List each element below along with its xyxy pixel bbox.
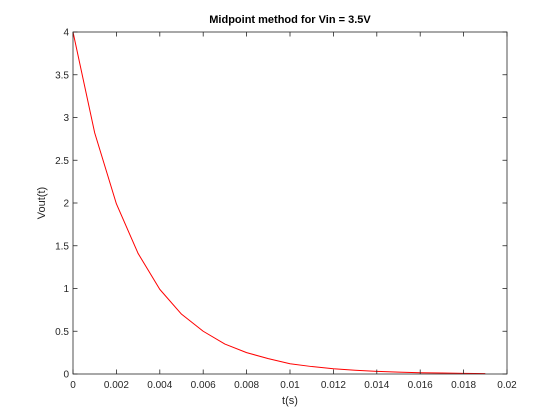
x-tick-label: 0.012 xyxy=(321,380,346,391)
y-tick-label: 4 xyxy=(63,28,69,39)
y-tick-label: 2 xyxy=(63,199,69,210)
x-tick-label: 0.002 xyxy=(104,380,129,391)
y-tick-label: 1.5 xyxy=(55,241,69,252)
y-axis-label: Vout(t) xyxy=(36,187,48,219)
chart-title: Midpoint method for Vin = 3.5V xyxy=(209,14,371,26)
x-tick-label: 0.016 xyxy=(408,380,433,391)
x-axis-ticks: 0 0.002 0.004 0.006 0.008 0.01 0.012 0.014 0.016… xyxy=(70,32,517,391)
x-tick-label: 0.006 xyxy=(191,380,216,391)
y-axis-ticks: 0 0.5 1 1.5 2 2.5 3 3.5 4 xyxy=(55,28,507,381)
series-line-0 xyxy=(72,31,486,375)
x-tick-label: 0.014 xyxy=(364,380,389,391)
y-tick-label: 1 xyxy=(63,284,69,295)
x-axis-label: t(s) xyxy=(282,395,298,407)
y-tick-label: 2.5 xyxy=(55,156,69,167)
x-tick-label: 0 xyxy=(70,380,76,391)
x-tick-label: 0.004 xyxy=(147,380,172,391)
x-tick-label: 0.02 xyxy=(497,380,517,391)
plot-area xyxy=(73,32,507,374)
y-tick-label: 0 xyxy=(63,370,69,381)
x-tick-label: 0.008 xyxy=(234,380,259,391)
x-tick-label: 0.018 xyxy=(451,380,476,391)
y-tick-label: 3 xyxy=(63,113,69,124)
y-tick-label: 3.5 xyxy=(55,70,69,81)
x-tick-label: 0.01 xyxy=(280,380,300,391)
series-layer xyxy=(72,31,486,375)
y-tick-label: 0.5 xyxy=(55,327,69,338)
